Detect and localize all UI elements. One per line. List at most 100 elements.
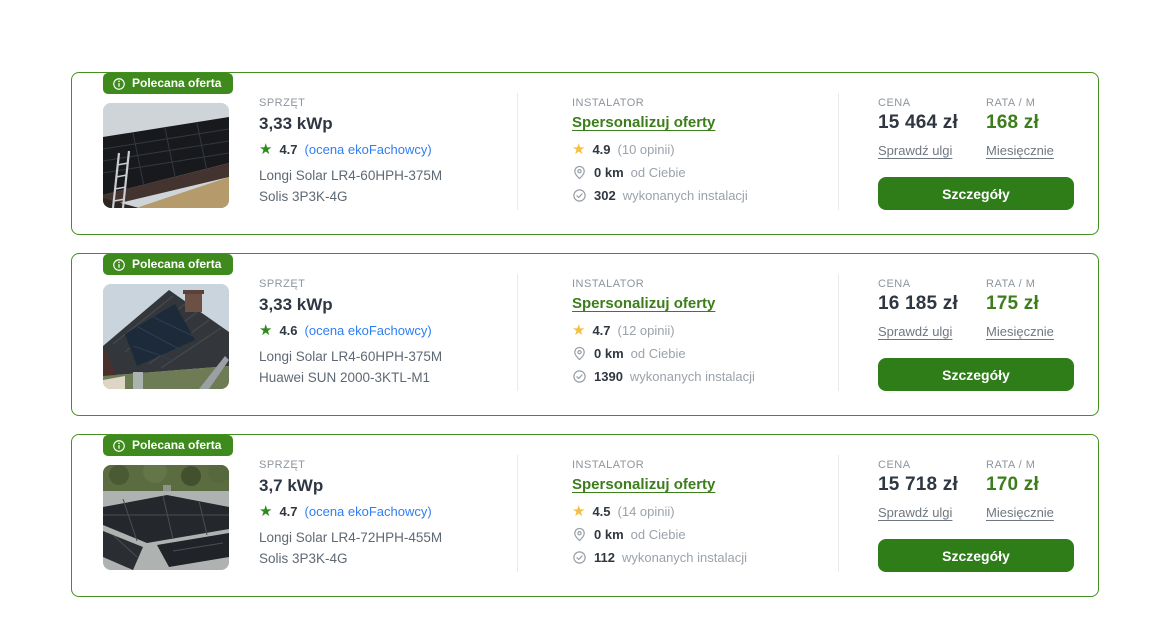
location-pin-icon [574,346,585,361]
rate-value: 168 zł [986,112,1039,133]
star-icon: ★ [572,322,586,339]
installer-rating-value: 4.9 [592,142,611,157]
installations-value: 302 [594,188,616,203]
inverter-model: Huawei SUN 2000-3KTL-M1 [259,370,431,385]
info-icon[interactable] [112,258,126,272]
panel-model: Longi Solar LR4-60HPH-375M [259,168,443,183]
kwp-value: 3,7 kWp [259,476,324,495]
column-divider [838,274,839,391]
offer-card: Polecana oferta SPRZĘT 3,33 kWp ★ 4.6 (o… [71,253,1099,416]
column-divider [517,455,518,572]
installer-column-label: INSTALATOR [572,278,645,290]
ekofachowcy-rating-link[interactable]: (ocena ekoFachowcy) [304,323,432,338]
installer-rating-row: ★ 4.7 (12 opinii) [572,323,675,338]
price-column-label: CENA [878,97,911,109]
equipment-rating-row: ★ 4.7 (ocena ekoFachowcy) [259,142,432,157]
check-reliefs-link[interactable]: Sprawdź ulgi [878,143,953,158]
distance-note: od Ciebie [630,527,686,542]
kwp-value: 3,33 kWp [259,114,333,133]
price-value: 15 464 zł [878,112,958,133]
column-divider [517,93,518,210]
recommended-badge: Polecana oferta [103,73,234,94]
equipment-rating-value: 4.7 [279,142,298,157]
details-button[interactable]: Szczegóły [878,177,1074,210]
monthly-link[interactable]: Miesięcznie [986,143,1054,158]
distance-row: 0 km od Ciebie [572,165,686,180]
details-button[interactable]: Szczegóły [878,539,1074,572]
check-reliefs-link[interactable]: Sprawdź ulgi [878,505,953,520]
distance-note: od Ciebie [630,165,686,180]
check-circle-icon [573,189,586,202]
installations-note: wykonanych instalacji [622,188,748,203]
installations-note: wykonanych instalacji [621,550,747,565]
monthly-link[interactable]: Miesięcznie [986,505,1054,520]
equipment-column-label: SPRZĘT [259,97,306,109]
recommended-badge: Polecana oferta [103,254,234,275]
personalize-offers-link[interactable]: Spersonalizuj oferty [572,114,716,131]
distance-value: 0 km [594,527,624,542]
price-column-label: CENA [878,278,911,290]
inverter-model: Solis 3P3K-4G [259,189,348,204]
equipment-rating-value: 4.6 [279,323,298,338]
star-icon: ★ [572,503,586,520]
installer-rating-value: 4.5 [592,504,611,519]
star-icon: ★ [259,141,273,158]
equipment-column-label: SPRZĘT [259,459,306,471]
inverter-model: Solis 3P3K-4G [259,551,348,566]
star-icon: ★ [259,503,273,520]
reviews-count: (10 opinii) [617,142,675,157]
installations-value: 112 [594,550,615,565]
distance-note: od Ciebie [630,346,686,361]
reviews-count: (12 opinii) [617,323,675,338]
equipment-rating-row: ★ 4.7 (ocena ekoFachowcy) [259,504,432,519]
price-column-label: CENA [878,459,911,471]
installations-row: 112 wykonanych instalacji [572,550,747,565]
offer-card: Polecana oferta SPRZĘT 3,7 kWp ★ 4.7 (oc… [71,434,1099,597]
installer-rating-row: ★ 4.5 (14 opinii) [572,504,675,519]
offer-card: Polecana oferta SPRZĘT 3,33 kWp ★ 4.7 (o… [71,72,1099,235]
panel-model: Longi Solar LR4-60HPH-375M [259,349,443,364]
check-circle-icon [573,370,586,383]
badge-label: Polecana oferta [132,257,222,271]
installer-column-label: INSTALATOR [572,97,645,109]
distance-value: 0 km [594,346,624,361]
distance-row: 0 km od Ciebie [572,527,686,542]
installer-rating-row: ★ 4.9 (10 opinii) [572,142,675,157]
location-pin-icon [574,527,585,542]
installer-rating-value: 4.7 [592,323,611,338]
column-divider [838,93,839,210]
panel-model: Longi Solar LR4-72HPH-455M [259,530,443,545]
badge-label: Polecana oferta [132,438,222,452]
info-icon[interactable] [112,77,126,91]
distance-row: 0 km od Ciebie [572,346,686,361]
star-icon: ★ [572,141,586,158]
rate-column-label: RATA / M [986,278,1036,290]
offer-photo [103,103,229,208]
offer-photo [103,284,229,389]
info-icon[interactable] [112,439,126,453]
kwp-value: 3,33 kWp [259,295,333,314]
monthly-link[interactable]: Miesięcznie [986,324,1054,339]
ekofachowcy-rating-link[interactable]: (ocena ekoFachowcy) [304,504,432,519]
price-value: 16 185 zł [878,293,958,314]
check-circle-icon [573,551,586,564]
personalize-offers-link[interactable]: Spersonalizuj oferty [572,476,716,493]
equipment-column-label: SPRZĘT [259,278,306,290]
recommended-badge: Polecana oferta [103,435,234,456]
personalize-offers-link[interactable]: Spersonalizuj oferty [572,295,716,312]
equipment-rating-value: 4.7 [279,504,298,519]
installations-note: wykonanych instalacji [629,369,755,384]
details-button[interactable]: Szczegóły [878,358,1074,391]
check-reliefs-link[interactable]: Sprawdź ulgi [878,324,953,339]
rate-column-label: RATA / M [986,97,1036,109]
offer-photo [103,465,229,570]
equipment-rating-row: ★ 4.6 (ocena ekoFachowcy) [259,323,432,338]
distance-value: 0 km [594,165,624,180]
column-divider [517,274,518,391]
column-divider [838,455,839,572]
installer-column-label: INSTALATOR [572,459,645,471]
ekofachowcy-rating-link[interactable]: (ocena ekoFachowcy) [304,142,432,157]
badge-label: Polecana oferta [132,76,222,90]
star-icon: ★ [259,322,273,339]
